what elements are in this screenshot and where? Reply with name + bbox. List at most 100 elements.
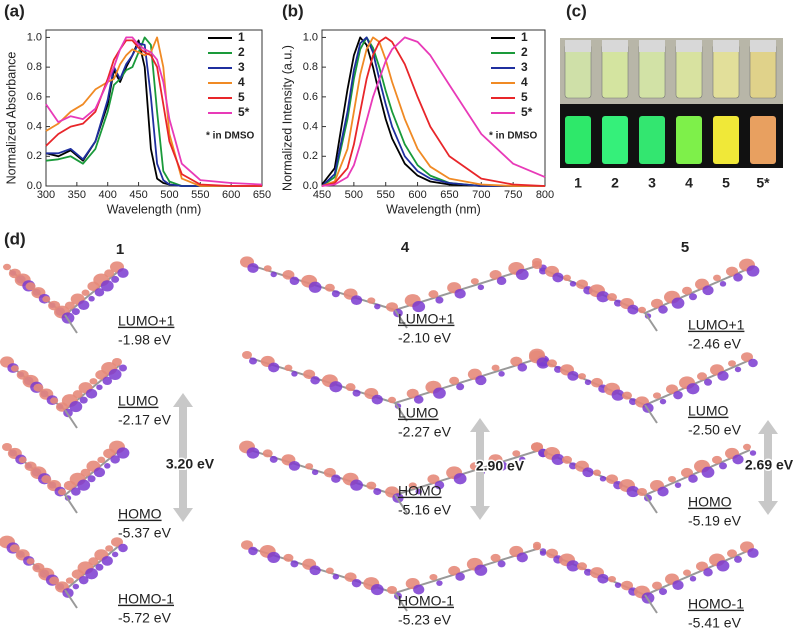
orbital-lobe xyxy=(498,371,505,377)
orbital-picture xyxy=(529,350,758,424)
plot-frame xyxy=(321,29,546,187)
orbital-lobe xyxy=(427,474,440,484)
orbital-lobe xyxy=(413,584,425,595)
orbital-lobe xyxy=(78,300,90,311)
orbital-lobe xyxy=(741,352,753,362)
y-tick-label: 0.8 xyxy=(303,61,318,73)
orbital-lobe xyxy=(374,303,381,310)
orbital-energy: -5.19 eV xyxy=(688,513,742,529)
orbital-picture xyxy=(533,541,759,614)
series-line xyxy=(46,42,262,187)
panel-label: (a) xyxy=(4,1,25,20)
orbital-lobe xyxy=(41,475,52,484)
x-tick-label: 400 xyxy=(99,189,117,201)
orbital-lobe xyxy=(597,573,609,584)
x-axis-label: Wavelength (nm) xyxy=(107,202,202,216)
gap-arrow-shaft xyxy=(764,432,772,503)
orbital-lobe xyxy=(554,365,562,373)
vial-top xyxy=(749,43,777,99)
orbital-lobe xyxy=(71,308,80,316)
x-tick-label: 700 xyxy=(472,189,490,201)
series-line xyxy=(45,39,262,187)
molecule-tail xyxy=(644,404,658,424)
orbital-lobe xyxy=(111,275,120,283)
orbital-lobe xyxy=(653,392,661,399)
x-tick-label: 800 xyxy=(536,189,554,201)
orbital-lobe xyxy=(456,383,465,391)
orbital-lobe xyxy=(95,563,104,571)
orbital-lobe xyxy=(388,396,396,404)
x-axis-label: Wavelength (nm) xyxy=(386,202,481,216)
orbital-lobe xyxy=(101,555,113,566)
orbital-lobe xyxy=(584,568,592,576)
orbital-lobe xyxy=(387,586,397,594)
column-title: 1 xyxy=(116,241,124,258)
orbital-lobe xyxy=(117,268,129,278)
orbital-lobe xyxy=(79,396,88,404)
orbital-lobe xyxy=(283,553,294,562)
orbital-lobe xyxy=(569,462,577,470)
orbital-lobe xyxy=(622,391,632,400)
orbital-lobe xyxy=(734,366,742,373)
orbital-name: HOMO xyxy=(688,494,732,510)
orbital-lobe xyxy=(42,295,51,303)
gap-label: 2.90 eV xyxy=(476,458,525,474)
orbital-lobe xyxy=(85,388,98,399)
orbital-lobe xyxy=(33,383,44,392)
orbital-lobe xyxy=(10,365,19,372)
orbital-lobe xyxy=(93,467,106,478)
orbital-lobe xyxy=(683,569,691,576)
orbital-lobe xyxy=(323,467,336,478)
orbital-lobe xyxy=(413,395,424,404)
orbital-lobe xyxy=(733,273,743,282)
orbital-lobe xyxy=(470,278,479,285)
orbital-name: LUMO xyxy=(688,403,729,419)
orbital-lobe xyxy=(71,487,81,496)
legend-label: 2 xyxy=(238,45,245,59)
orbital-lobe xyxy=(88,295,95,302)
vial-cap xyxy=(602,40,628,52)
orbital-name: HOMO-1 xyxy=(118,591,174,607)
orbital-lobe xyxy=(370,583,384,596)
orbital-picture xyxy=(532,258,760,332)
orbital-lobe xyxy=(533,543,541,551)
orbital-picture xyxy=(531,442,757,514)
orbital-lobe xyxy=(112,358,122,366)
vial-cap xyxy=(565,40,591,52)
orbital-lobe xyxy=(659,588,667,596)
vial-top xyxy=(675,43,703,99)
orbital-lobe xyxy=(626,485,640,498)
vial-label: 5 xyxy=(722,175,730,191)
legend-label: 4 xyxy=(521,75,528,89)
orbital-lobe xyxy=(651,298,663,309)
orbital-lobe xyxy=(268,362,280,373)
orbital-lobe xyxy=(531,442,543,452)
molecule-tail xyxy=(644,594,658,614)
gap-label: 3.20 eV xyxy=(166,456,215,472)
orbital-lobe xyxy=(719,462,727,470)
series-line xyxy=(321,36,546,187)
panel-label: (c) xyxy=(566,1,587,20)
orbital-lobe xyxy=(672,580,684,591)
orbital-lobe xyxy=(367,297,376,304)
orbital-lobe xyxy=(743,443,751,451)
orbital-lobe xyxy=(345,383,356,392)
orbital-lobe xyxy=(88,557,99,566)
orbital-lobe xyxy=(26,558,35,565)
orbital-lobe xyxy=(263,265,272,272)
orbital-lobe xyxy=(435,296,444,304)
orbital-lobe xyxy=(584,379,592,386)
vial-cap xyxy=(713,40,739,52)
orbital-energy: -2.27 eV xyxy=(398,424,452,440)
orbital-lobe xyxy=(408,482,417,489)
orbital-picture xyxy=(241,540,547,612)
series-line xyxy=(321,36,545,187)
plot-frame xyxy=(45,29,263,187)
molecule-tail xyxy=(394,592,408,612)
x-tick-label: 450 xyxy=(129,189,147,201)
orbital-lobe xyxy=(697,372,707,381)
vial-top xyxy=(601,43,629,99)
orbital-lobe xyxy=(436,580,443,586)
gap-arrow-head xyxy=(173,508,193,522)
gap-arrow-shaft xyxy=(476,430,484,508)
